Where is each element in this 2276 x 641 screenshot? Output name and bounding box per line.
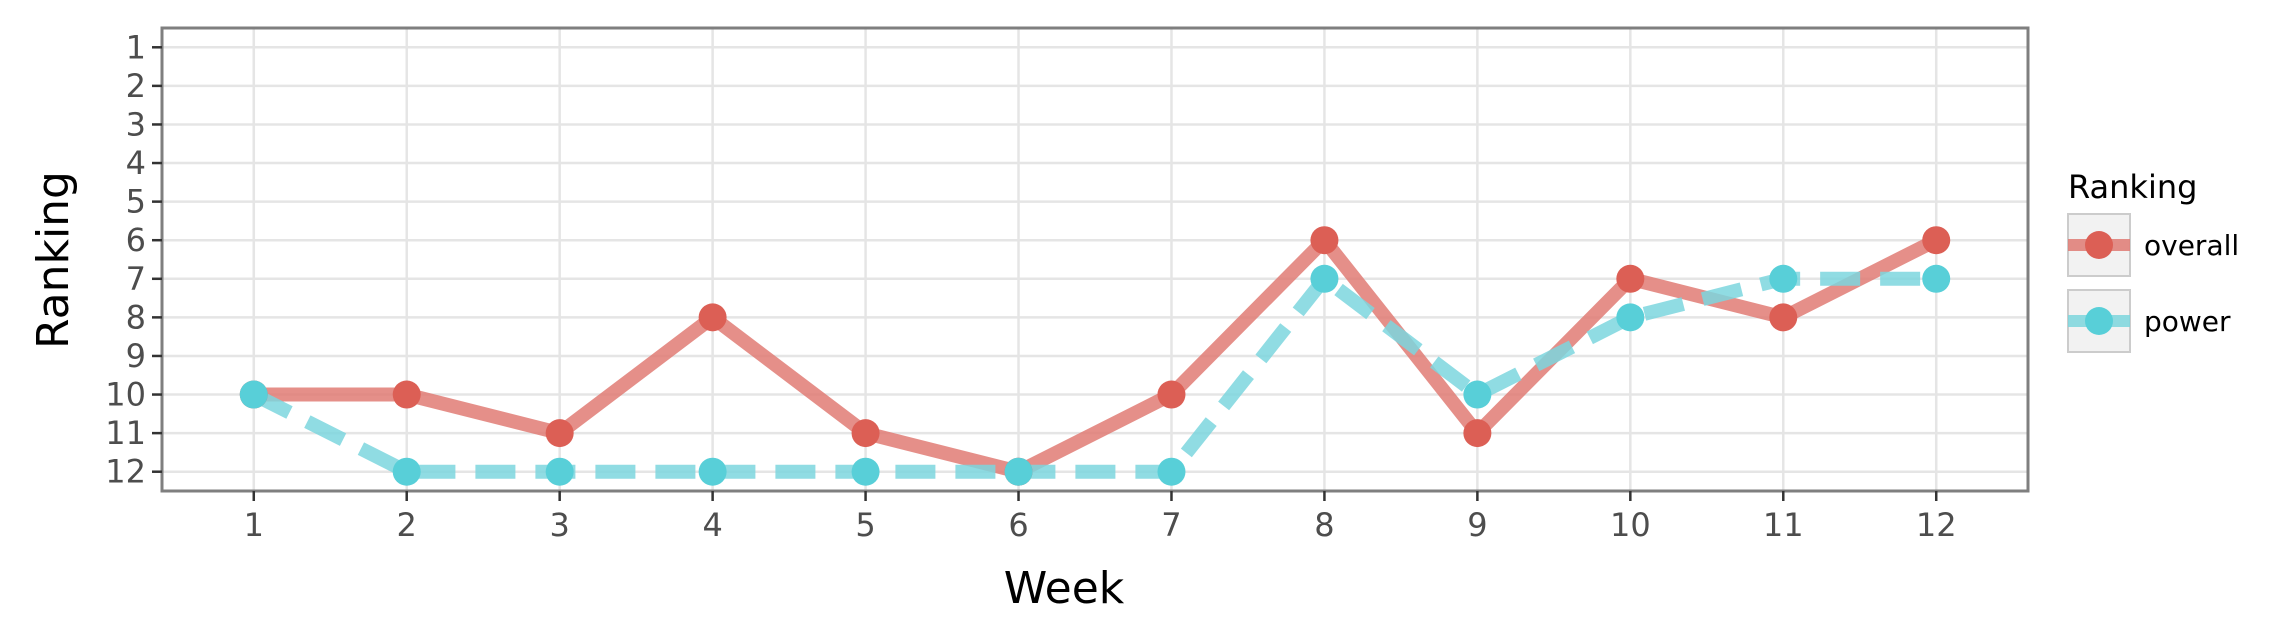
- data-point-power: [1157, 457, 1186, 486]
- data-point-power: [239, 380, 268, 409]
- series-line-power: [250, 271, 1937, 479]
- data-point-power: [1616, 303, 1645, 332]
- grid-lines: [162, 28, 2028, 491]
- data-point-power: [698, 457, 727, 486]
- legend-key-point: [2085, 307, 2113, 335]
- y-tick-label: 10: [105, 376, 146, 414]
- y-tick-label: 3: [126, 105, 146, 143]
- y-tick-label: 2: [126, 67, 146, 105]
- y-tick-label: 1: [126, 28, 146, 66]
- x-tick-label: 10: [1610, 506, 1651, 544]
- x-tick-label: 12: [1916, 506, 1957, 544]
- x-tick-label: 5: [855, 506, 875, 544]
- series-line-overall: [253, 233, 1940, 479]
- y-axis-title: Ranking: [28, 171, 79, 349]
- data-point-overall: [1769, 303, 1798, 332]
- legend-title: Ranking: [2068, 168, 2197, 206]
- x-tick-label: 11: [1763, 506, 1804, 544]
- plot-border: [160, 26, 2030, 493]
- x-tick-label: 8: [1314, 506, 1334, 544]
- data-point-overall: [1616, 264, 1645, 293]
- y-tick-label: 5: [126, 183, 146, 221]
- y-tick-label: 11: [105, 414, 146, 452]
- x-axis: 1 2 3 4 5 6 7 8 9 10 11 12: [244, 491, 1957, 544]
- x-tick-label: 6: [1008, 506, 1028, 544]
- data-point-overall: [1463, 419, 1492, 448]
- data-point-power: [1769, 264, 1798, 293]
- y-tick-label: 4: [126, 144, 146, 182]
- y-tick-label: 9: [126, 337, 146, 375]
- data-point-overall: [392, 380, 421, 409]
- x-tick-label: 4: [702, 506, 722, 544]
- data-point-overall: [698, 303, 727, 332]
- plot-background: [162, 28, 2028, 491]
- data-point-overall: [1922, 226, 1951, 255]
- legend-item-power: power: [2067, 289, 2231, 353]
- data-point-overall: [545, 419, 574, 448]
- x-tick-label: 1: [244, 506, 264, 544]
- x-tick-label: 7: [1161, 506, 1181, 544]
- data-point-power: [851, 457, 880, 486]
- data-point-power: [1004, 457, 1033, 486]
- legend-key-point: [2085, 231, 2113, 259]
- y-tick-label: 7: [126, 260, 146, 298]
- y-tick-label: 12: [105, 453, 146, 491]
- data-point-power: [1922, 264, 1951, 293]
- y-tick-label: 8: [126, 298, 146, 336]
- series-layer: [239, 226, 1951, 486]
- data-point-overall: [851, 419, 880, 448]
- x-tick-label: 2: [397, 506, 417, 544]
- data-point-overall: [1157, 380, 1186, 409]
- data-point-power: [1310, 264, 1339, 293]
- data-point-power: [392, 457, 421, 486]
- legend-label: overall: [2144, 229, 2239, 262]
- data-point-power: [545, 457, 574, 486]
- data-point-power: [1463, 380, 1492, 409]
- data-point-overall: [1310, 226, 1339, 255]
- x-axis-title: Week: [1004, 563, 1125, 614]
- x-tick-label: 9: [1467, 506, 1487, 544]
- legend-label: power: [2144, 305, 2231, 338]
- x-tick-label: 3: [549, 506, 569, 544]
- y-tick-label: 6: [126, 221, 146, 259]
- legend: Ranking overall power: [2067, 168, 2239, 353]
- legend-item-overall: overall: [2067, 213, 2239, 277]
